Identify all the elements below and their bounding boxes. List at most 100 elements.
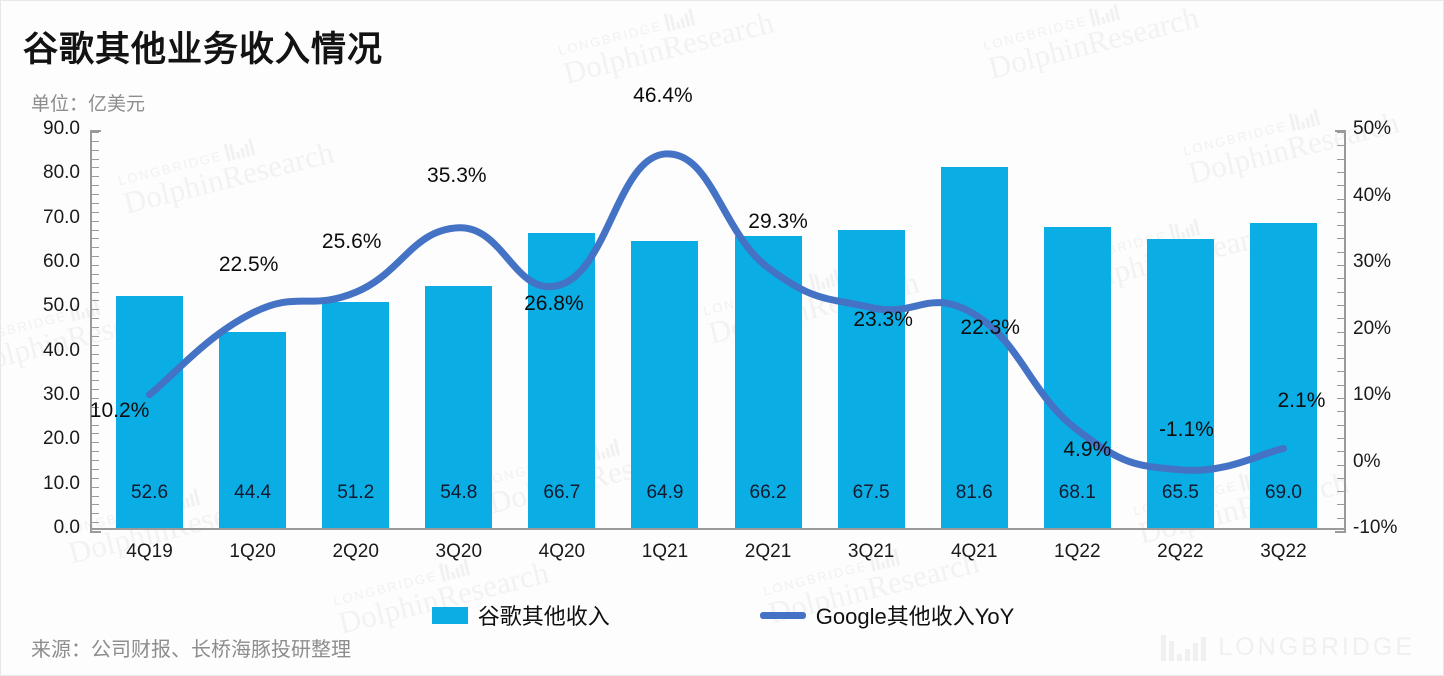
axis-tick: [1337, 185, 1344, 187]
y-axis-left-tick-label: 70.0: [43, 206, 80, 228]
x-axis-tick-label: 3Q21: [847, 541, 895, 562]
chart-unit-label: 单位：亿美元: [31, 94, 146, 115]
axis-tick: [92, 389, 99, 391]
legend-item-line[interactable]: Google其他收入YoY: [759, 599, 1014, 631]
axis-tick: [92, 398, 99, 399]
yoy-value-label: 35.3%: [427, 163, 487, 187]
axis-tick: [92, 513, 99, 515]
x-axis-tick-label: 1Q20: [229, 541, 276, 562]
x-axis-tick-label: 1Q21: [641, 541, 689, 562]
axis-tick: [92, 433, 99, 435]
axis-tick: [92, 149, 99, 151]
axis-tick: [92, 468, 99, 470]
axis-tick: [92, 477, 99, 479]
axis-tick: [92, 460, 99, 462]
axis-tick: [92, 202, 99, 204]
axis-tick: [1337, 304, 1344, 306]
axis-tick: [92, 318, 99, 320]
y-axis-left-tick-label: 20.0: [43, 428, 80, 450]
axis-tick: [1337, 344, 1344, 346]
brand-name: LONGBRIDGE: [1218, 633, 1415, 661]
axis-tick: [1337, 371, 1344, 373]
legend-line-swatch-icon: [759, 611, 806, 619]
axis-tick: [92, 442, 99, 444]
axis-tick: [92, 495, 99, 497]
y-axis-right-tick-label: 40%: [1353, 184, 1392, 206]
bar-value-label: 44.4: [234, 482, 272, 503]
axis-tick: [1337, 517, 1344, 519]
axis-tick: [1337, 451, 1344, 453]
bar-4Q21[interactable]: [940, 167, 1008, 529]
y-axis-left-tick-label: 50.0: [43, 295, 80, 317]
axis-tick: [92, 220, 99, 222]
bar-value-label: 69.0: [1264, 482, 1302, 503]
axis-tick: [92, 256, 99, 258]
axis-tick: [92, 327, 99, 329]
y-axis-left-tick-label: 60.0: [43, 251, 80, 272]
x-axis-tick-label: 4Q20: [538, 541, 586, 562]
y-axis-left-tick-label: 10.0: [43, 472, 80, 494]
x-axis-tick-label: 3Q20: [435, 541, 483, 562]
axis-tick: [92, 486, 99, 488]
axis-tick: [1337, 291, 1344, 293]
chart-legend: 谷歌其他收入 Google其他收入YoY: [1, 599, 1443, 631]
bar-value-label: 51.2: [337, 482, 375, 503]
y-axis-left: [90, 130, 101, 533]
axis-tick: [92, 291, 99, 293]
axis-tick: [92, 380, 99, 382]
y-axis-left-tick-label: 80.0: [43, 162, 80, 184]
longbridge-bars-icon: [1161, 634, 1207, 661]
axis-tick: [1337, 531, 1344, 532]
legend-bar-swatch-icon: [431, 606, 468, 624]
axis-tick: [1337, 424, 1344, 426]
yoy-value-label: 2.1%: [1277, 388, 1326, 412]
axis-tick: [1337, 265, 1344, 266]
axis-tick: [1337, 238, 1344, 240]
y-axis-right: [1335, 130, 1346, 533]
axis-tick: [1337, 384, 1344, 386]
axis-tick: [92, 140, 99, 142]
axis-tick: [1337, 278, 1344, 280]
x-axis-tick-label: 2Q20: [332, 541, 379, 562]
x-axis-tick-label: 4Q19: [126, 541, 173, 562]
axis-tick: [1337, 491, 1344, 493]
bar-value-label: 67.5: [852, 482, 890, 503]
axis-tick: [92, 424, 99, 426]
y-axis-right-tick-label: 10%: [1353, 384, 1392, 405]
y-axis-right-tick-label: 50%: [1353, 118, 1392, 139]
y-axis-left-tick-label: 90.0: [43, 118, 80, 139]
yoy-value-label: 22.3%: [960, 316, 1020, 340]
brand-logo: LONGBRIDGE: [1161, 633, 1415, 662]
axis-tick: [92, 406, 99, 408]
axis-tick: [92, 282, 99, 284]
yoy-value-label: 10.2%: [89, 398, 150, 422]
axis-tick: [92, 194, 99, 196]
yoy-value-label: 23.3%: [853, 307, 913, 331]
axis-tick: [92, 176, 99, 178]
axis-tick: [92, 132, 99, 133]
bar-value-label: 81.6: [955, 482, 993, 503]
bar-value-label: 68.1: [1058, 482, 1096, 503]
axis-tick: [92, 504, 99, 506]
y-axis-left-tick-label: 40.0: [43, 339, 80, 361]
axis-tick: [1337, 411, 1344, 413]
yoy-value-label: -1.1%: [1158, 417, 1214, 441]
axis-tick: [92, 353, 99, 355]
axis-tick: [92, 273, 99, 275]
axis-tick: [1337, 158, 1344, 160]
axis-tick: [92, 451, 99, 453]
yoy-value-label: 46.4%: [633, 83, 693, 107]
x-axis-tick-label: 3Q22: [1260, 541, 1307, 562]
axis-tick: [1337, 477, 1344, 479]
legend-item-bar[interactable]: 谷歌其他收入: [431, 599, 610, 631]
yoy-value-label: 26.8%: [524, 292, 584, 316]
bar-value-label: 54.8: [440, 482, 478, 503]
y-axis-right-tick-label: 30%: [1353, 251, 1392, 272]
yoy-value-label: 25.6%: [321, 230, 382, 254]
axis-tick: [1337, 171, 1344, 173]
axis-tick: [1337, 318, 1344, 320]
